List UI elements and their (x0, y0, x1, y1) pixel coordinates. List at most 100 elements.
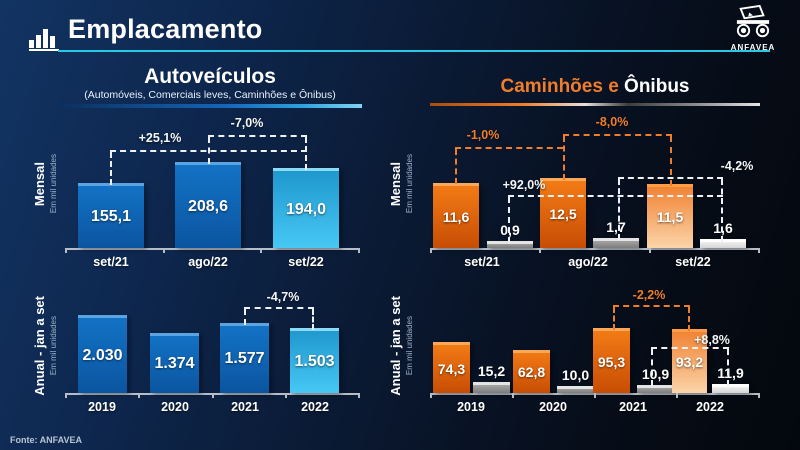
bar-value-label: 62,8 (517, 364, 546, 381)
axis-label: Anual - jan a set (388, 296, 403, 396)
axis-tick (594, 393, 596, 398)
bar-caminhoes_anual-6: 93,2 (672, 329, 707, 393)
axis-label: Mensal (388, 161, 403, 207)
bar-value-label: 1,6 (713, 220, 733, 236)
chart-autoveiculos-anual: 2.030 1.374 1.577 1.503 2019 2020 2021 2022 (65, 300, 360, 414)
category-label: 2021 (231, 400, 259, 414)
anfavea-logo: ANFAVEA (714, 4, 792, 52)
axis-tick (430, 248, 432, 253)
source-note: Fonte: ANFAVEA (10, 435, 82, 445)
axis-tick (284, 393, 287, 398)
section-title-caminhoes: Caminhões e (500, 76, 619, 97)
page-title: Emplacamento (68, 14, 263, 44)
bar-autoveiculos_anual-0: 2.030 (78, 315, 127, 393)
bar-caminhoes_anual-0: 74,3 (433, 342, 470, 393)
section-header-caminhoes-onibus: Caminhões e Ônibus (430, 77, 760, 106)
section-rule-orange-white (430, 102, 760, 106)
bar-value-label: 194,0 (285, 200, 327, 218)
category-label: set/22 (288, 255, 324, 269)
axis-units-label: Em mil unidades (49, 154, 58, 214)
chart-autoveiculos-mensal: 155,1 208,6 194,0 set/21 ago/22 set/22 (65, 120, 360, 269)
bar-value-label: 0,9 (500, 222, 520, 238)
category-label: set/21 (464, 255, 500, 269)
bar-value-label: 2.030 (82, 346, 123, 364)
bar-value-label: 11,9 (717, 365, 744, 381)
axis-tick (358, 248, 360, 253)
bar-autoveiculos_mensal-2: 194,0 (273, 168, 339, 248)
category-label: 2020 (539, 400, 567, 414)
bar-caminhoes_mensal-4: 11,5 (647, 184, 693, 248)
category-label: 2019 (88, 400, 116, 414)
bar-value-label: 1.503 (294, 352, 335, 370)
bar-value-label: 208,6 (187, 197, 229, 215)
section-title-onibus: Ônibus (618, 76, 690, 97)
axis-units-label: Em mil unidades (405, 316, 414, 376)
axis-tick (430, 393, 432, 398)
axis-tick (758, 393, 760, 398)
bar-caminhoes_anual-5 (637, 385, 674, 393)
category-label: set/22 (675, 255, 711, 269)
category-label: set/21 (93, 255, 129, 269)
tractor-icon (736, 4, 770, 38)
bar-autoveiculos_anual-3: 1.503 (290, 328, 339, 393)
bar-value-label: 155,1 (90, 207, 132, 225)
axis-label: Anual - jan a set (32, 296, 47, 396)
y-axis-label-group: Mensal Em mil unidades (384, 120, 418, 248)
axis-tick (358, 393, 360, 398)
bar-value-label: 15,2 (477, 363, 506, 379)
category-label: 2022 (696, 400, 724, 414)
chart-caminhoes-onibus-mensal: 11,6 0,9 12,5 1,7 11,5 1,6 set/21 ago/22 set/22 (430, 120, 760, 269)
y-axis-label-group: Anual - jan a set Em mil unidades (28, 295, 62, 397)
section-header-autoveiculos: Autoveículos (Automóveis, Comerciais lev… (58, 65, 362, 109)
axis-units-label: Em mil unidades (49, 316, 58, 376)
section-subtitle-autoveiculos: (Automóveis, Comerciais leves, Caminhões… (84, 89, 336, 102)
y-axis-label-group: Mensal Em mil unidades (28, 120, 62, 248)
axis-label: Mensal (32, 161, 47, 207)
bar-caminhoes_anual-4: 95,3 (593, 328, 630, 393)
axis-tick (676, 393, 678, 398)
axis-tick (211, 393, 214, 398)
bar-value-label: 12,5 (549, 206, 577, 223)
category-label: 2021 (619, 400, 647, 414)
bar-value-label: 74,3 (437, 360, 466, 377)
bar-value-label: 11,6 (442, 208, 470, 225)
bar-chart-icon (29, 21, 59, 51)
bar-caminhoes_anual-1 (473, 382, 510, 393)
category-label: ago/22 (568, 255, 608, 269)
axis-tick (758, 248, 760, 253)
anfavea-logo-text: ANFAVEA (730, 43, 776, 52)
bar-value-label: 95,3 (597, 353, 626, 370)
axis-units-label: Em mil unidades (405, 154, 414, 214)
bar-autoveiculos_mensal-0: 155,1 (78, 183, 144, 248)
bar-value-label: 1.577 (224, 350, 265, 368)
section-rule-blue (58, 104, 362, 109)
bar-value-label: 93,2 (675, 354, 704, 371)
bar-value-label: 11,5 (656, 209, 684, 226)
axis-tick (65, 248, 67, 253)
bar-caminhoes_mensal-5 (700, 239, 746, 248)
bar-value-label: 1.374 (154, 355, 195, 373)
axis-tick (65, 393, 67, 398)
bar-autoveiculos_anual-1: 1.374 (150, 333, 199, 393)
bar-caminhoes_mensal-2: 12,5 (540, 178, 586, 248)
bar-autoveiculos_mensal-1: 208,6 (175, 162, 241, 248)
section-title-autoveiculos: Autoveículos (144, 65, 276, 88)
axis-tick (138, 393, 141, 398)
section-title-caminhoes-onibus: Caminhões e Ônibus (430, 77, 760, 97)
bar-caminhoes_anual-2: 62,8 (513, 350, 550, 393)
axis-tick (260, 248, 263, 253)
bar-value-label: 10,0 (561, 367, 590, 383)
category-label: 2022 (301, 400, 329, 414)
axis-tick (512, 393, 514, 398)
bar-value-label: 1,7 (606, 219, 626, 235)
bar-autoveiculos_anual-2: 1.577 (220, 323, 269, 393)
axis-tick (539, 248, 542, 253)
bar-caminhoes_mensal-3 (593, 238, 639, 248)
category-label: 2019 (457, 400, 485, 414)
axis-tick (162, 248, 165, 253)
axis-tick (648, 248, 651, 253)
bar-caminhoes_mensal-1 (487, 241, 533, 248)
bar-caminhoes_anual-3 (557, 386, 594, 393)
y-axis-label-group: Anual - jan a set Em mil unidades (384, 295, 418, 397)
